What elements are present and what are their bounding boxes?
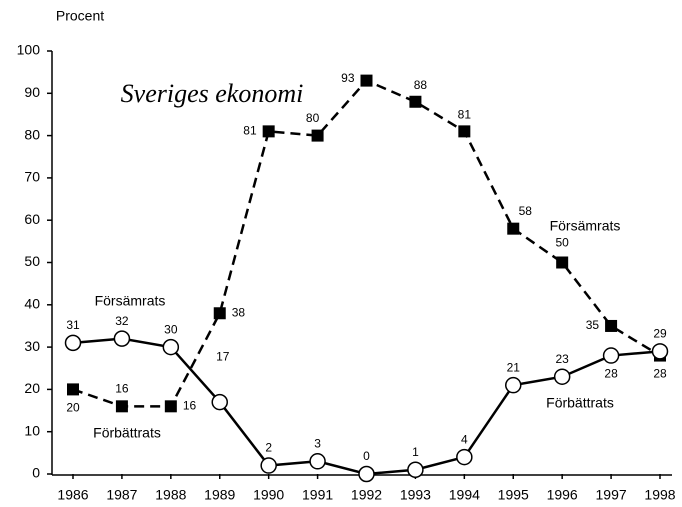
y-tick-label: 60 [24, 211, 40, 227]
data-label: 28 [653, 367, 667, 381]
x-tick-label: 1997 [596, 487, 627, 503]
data-label: 32 [115, 314, 129, 328]
data-label: 4 [461, 432, 468, 446]
marker [213, 307, 226, 320]
data-label: 81 [243, 124, 257, 138]
data-label: 80 [306, 111, 320, 125]
x-tick-label: 1995 [498, 487, 529, 503]
marker [360, 74, 373, 87]
y-tick-label: 100 [17, 42, 41, 58]
marker [605, 319, 618, 332]
data-label: 0 [363, 449, 370, 463]
marker [409, 95, 422, 108]
y-tick-label: 40 [24, 296, 40, 312]
y-tick-label: 20 [24, 380, 40, 396]
data-label: 29 [653, 327, 667, 341]
x-tick-label: 1991 [302, 487, 333, 503]
chart-title: Sveriges ekonomi [121, 79, 304, 108]
data-label: 3 [314, 436, 321, 450]
y-tick-label: 70 [24, 169, 40, 185]
data-label: 88 [414, 78, 428, 92]
marker [309, 453, 326, 470]
x-tick-label: 1988 [155, 487, 186, 503]
x-tick-label: 1993 [400, 487, 431, 503]
y-tick-label: 50 [24, 253, 40, 269]
marker [311, 129, 324, 142]
marker [211, 393, 228, 411]
series-line [72, 79, 661, 408]
y-tick-label: 90 [24, 84, 40, 100]
y-tick-label: 30 [24, 338, 40, 354]
marker [115, 400, 128, 413]
annotation: Försämrats [95, 293, 166, 309]
data-label: 50 [555, 236, 569, 250]
data-label: 31 [66, 318, 80, 332]
series-label: Försämrats [550, 218, 621, 234]
marker [553, 368, 571, 385]
marker [458, 125, 471, 138]
marker [556, 256, 569, 269]
marker [407, 461, 424, 479]
marker [262, 125, 275, 138]
annotation: Förbättrats [93, 425, 161, 441]
x-tick-label: 1996 [547, 487, 578, 503]
data-label: 28 [604, 367, 618, 381]
series-label: Förbättrats [546, 395, 614, 411]
marker [358, 465, 375, 483]
data-label: 1 [412, 445, 419, 459]
marker [456, 448, 473, 466]
marker [651, 343, 669, 360]
y-axis-label: Procent [56, 8, 104, 24]
x-tick-label: 1998 [644, 487, 675, 503]
marker [602, 347, 620, 364]
data-label: 23 [555, 352, 569, 366]
marker [505, 376, 522, 394]
x-tick-label: 1987 [106, 487, 137, 503]
x-tick-label: 1989 [204, 487, 235, 503]
y-tick-label: 0 [32, 465, 40, 481]
data-label: 21 [507, 360, 521, 374]
marker [507, 222, 520, 235]
marker [67, 383, 79, 396]
marker [164, 400, 177, 413]
data-label: 35 [586, 318, 600, 332]
data-label: 16 [183, 398, 197, 412]
marker [260, 457, 277, 474]
data-label: 20 [66, 401, 80, 415]
data-label: 38 [232, 305, 246, 319]
data-label: 2 [265, 441, 272, 455]
x-tick-label: 1994 [449, 487, 480, 503]
x-tick-label: 1992 [351, 487, 382, 503]
data-label: 81 [458, 108, 472, 122]
data-label: 58 [519, 204, 533, 218]
y-tick-label: 80 [24, 126, 40, 142]
data-label: 17 [216, 349, 230, 363]
x-tick-label: 1986 [57, 487, 88, 503]
marker [162, 338, 180, 356]
data-label: 93 [341, 71, 355, 85]
marker [64, 334, 82, 352]
data-label: 16 [115, 381, 129, 395]
marker [113, 330, 131, 347]
data-label: 30 [164, 322, 178, 336]
y-tick-label: 10 [24, 422, 40, 438]
x-tick-label: 1990 [253, 487, 284, 503]
